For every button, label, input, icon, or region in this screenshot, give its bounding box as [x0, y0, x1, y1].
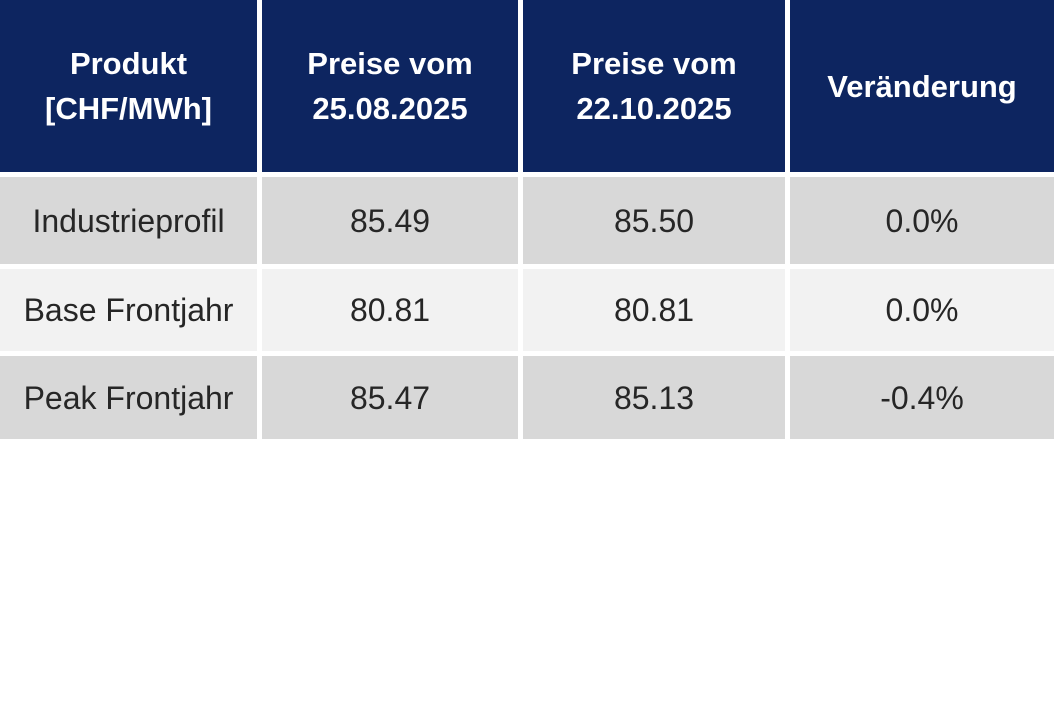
- row-peak-frontjahr-product: Peak Frontjahr: [0, 356, 257, 439]
- row-industrieprofil-price-new: 85.50: [523, 177, 785, 264]
- row-industrieprofil-product: Industrieprofil: [0, 177, 257, 264]
- column-header-veraenderung: Veränderung: [790, 0, 1054, 172]
- row-industrieprofil-change: 0.0%: [790, 177, 1054, 264]
- column-header-preise-22-10-2025: Preise vom 22.10.2025: [523, 0, 785, 172]
- row-base-frontjahr-product: Base Frontjahr: [0, 269, 257, 351]
- column-header-preise-25-08-2025: Preise vom 25.08.2025: [262, 0, 518, 172]
- column-header-produkt: Produkt [CHF/MWh]: [0, 0, 257, 172]
- row-peak-frontjahr-price-old: 85.47: [262, 356, 518, 439]
- row-industrieprofil-price-old: 85.49: [262, 177, 518, 264]
- row-base-frontjahr-price-old: 80.81: [262, 269, 518, 351]
- row-peak-frontjahr-price-new: 85.13: [523, 356, 785, 439]
- row-peak-frontjahr-change: -0.4%: [790, 356, 1054, 439]
- row-base-frontjahr-price-new: 80.81: [523, 269, 785, 351]
- row-base-frontjahr-change: 0.0%: [790, 269, 1054, 351]
- price-table: Produkt [CHF/MWh] Preise vom 25.08.2025 …: [0, 0, 1054, 439]
